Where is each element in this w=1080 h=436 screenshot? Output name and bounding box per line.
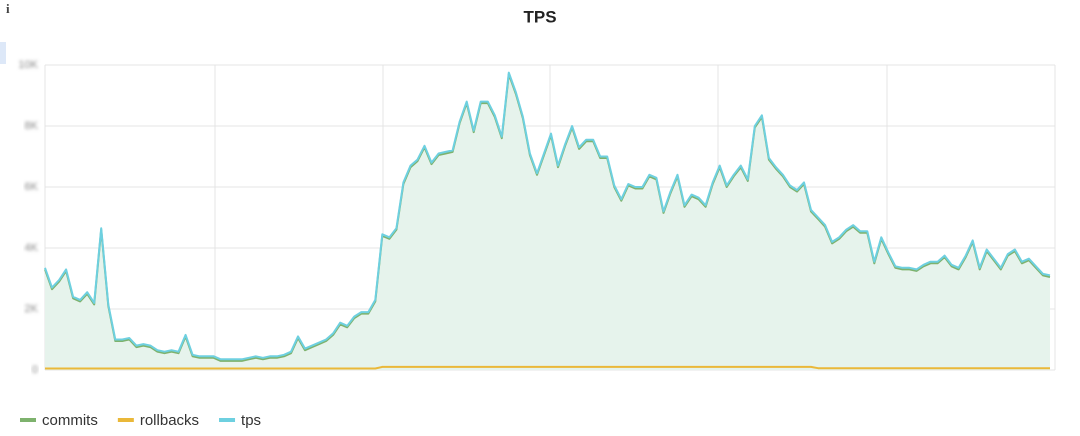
legend-swatch — [219, 418, 236, 422]
legend-label: rollbacks — [140, 412, 199, 429]
info-icon[interactable]: i — [6, 1, 10, 16]
y-tick-label: 8K — [25, 120, 39, 132]
y-tick-label: 6K — [25, 181, 39, 193]
plot: 0 2K 4K 6K 8K 10K — [18, 59, 1055, 376]
legend-label: tps — [241, 412, 261, 429]
y-tick-label: 10K — [18, 59, 38, 71]
series-line — [44, 71, 1051, 361]
tps-area — [45, 72, 1050, 370]
series-line — [45, 365, 1050, 370]
panel-edge — [0, 42, 6, 64]
y-tick-label: 4K — [25, 242, 39, 254]
y-tick-label: 2K — [25, 303, 39, 315]
y-tick-label: 0 — [32, 364, 38, 376]
legend-swatch — [117, 418, 134, 422]
chart-title: TPS — [523, 7, 556, 26]
legend-label: commits — [42, 412, 98, 429]
legend: commits rollbacks tps — [20, 412, 261, 429]
legend-swatch — [20, 418, 36, 422]
